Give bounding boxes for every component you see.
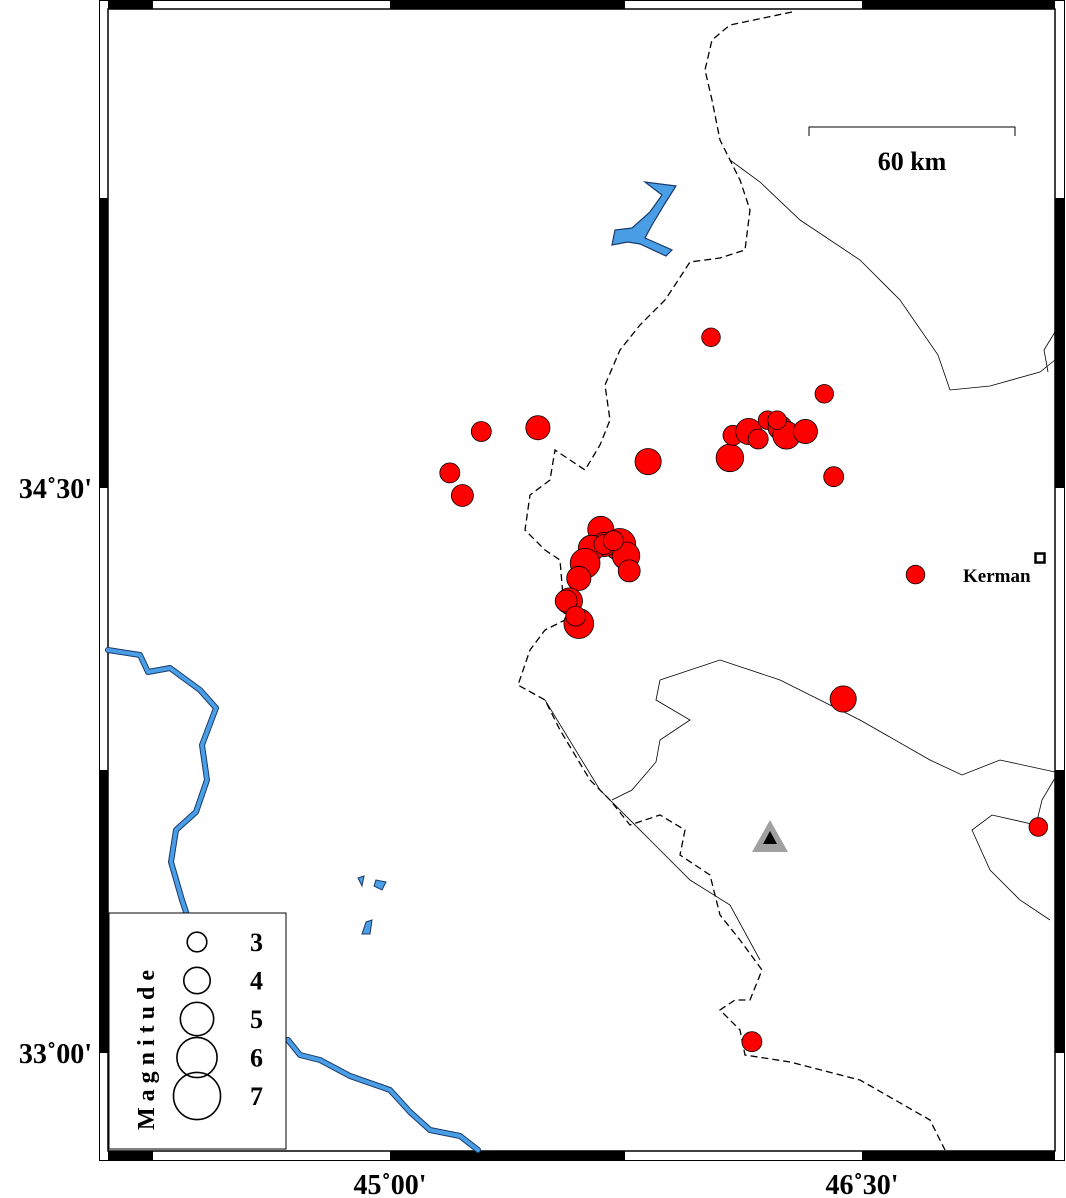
- earthquake-event-0: [701, 327, 721, 348]
- earthquake-event-29: [566, 565, 592, 591]
- scale-bar-label: 60 km: [878, 147, 947, 176]
- earthquake-event-4: [450, 484, 474, 507]
- legend-title: Magnitude: [134, 964, 160, 1130]
- legend-label: 6: [250, 1044, 263, 1073]
- city-label: Kerman: [963, 566, 1031, 587]
- x-tick-label: 46˚30': [825, 1170, 898, 1198]
- rivers: [105, 647, 481, 1153]
- earthquake-event-16: [792, 418, 818, 444]
- earthquake-events: [439, 327, 1049, 1053]
- y-tick-label: 34˚30': [19, 474, 92, 505]
- earthquake-event-34: [603, 530, 624, 552]
- magnitude-legend: Magnitude 3 4 5 6 7: [108, 912, 287, 1150]
- earthquake-event-3: [439, 462, 461, 484]
- earthquake-event-19: [1028, 817, 1049, 837]
- earthquake-event-15: [767, 410, 787, 430]
- earthquake-event-6: [814, 384, 835, 404]
- earthquake-event-2: [525, 415, 551, 441]
- legend-circle-5: [179, 1001, 215, 1037]
- x-tick-label: 45˚00': [353, 1170, 426, 1198]
- earthquake-event-7: [823, 466, 845, 488]
- legend-label: 3: [250, 928, 263, 957]
- international-border: [517, 11, 946, 1151]
- earthquake-event-20: [741, 1031, 763, 1053]
- earthquake-event-17: [905, 564, 926, 585]
- scale-bar: 60 km: [808, 126, 1016, 176]
- earthquake-event-28: [617, 559, 641, 583]
- legend-circle-3: [186, 931, 208, 953]
- earthquake-event-33: [565, 605, 587, 627]
- legend-label: 4: [250, 967, 263, 996]
- province-boundaries: [544, 159, 1056, 961]
- square-city-icon: [1034, 552, 1046, 564]
- legend-circle-4: [182, 966, 212, 995]
- city-kerman: Kerman: [963, 552, 1046, 587]
- legend-circle-7: [172, 1071, 222, 1121]
- legend-label: 5: [250, 1005, 263, 1034]
- legend-label: 7: [250, 1082, 263, 1111]
- earthquake-event-5: [634, 448, 662, 476]
- legend-circle-6: [176, 1036, 218, 1079]
- earthquake-event-18: [829, 685, 857, 713]
- triangle-station-icon: [752, 820, 788, 852]
- earthquake-event-1: [470, 421, 492, 442]
- lake: [357, 181, 678, 935]
- y-tick-label: 33˚00': [19, 1039, 92, 1070]
- earthquake-event-8: [715, 443, 745, 473]
- earthquake-event-11: [747, 428, 769, 450]
